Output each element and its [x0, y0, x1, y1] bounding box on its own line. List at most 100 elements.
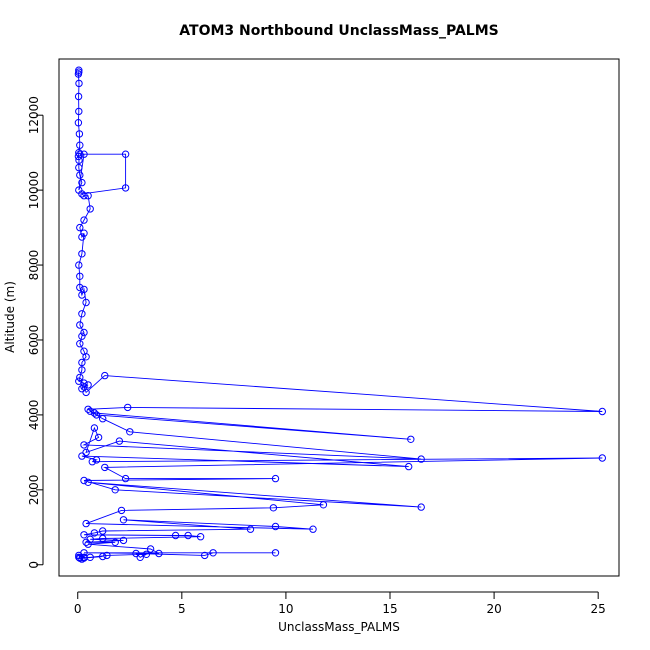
data-point — [184, 531, 192, 540]
data-point — [86, 407, 94, 415]
data-point — [84, 478, 92, 486]
data-point — [126, 428, 134, 436]
data-point — [246, 525, 255, 533]
data-point — [119, 516, 128, 524]
data-point — [76, 283, 84, 292]
y-tick-label: 6000 — [27, 325, 41, 356]
data-point — [84, 192, 92, 200]
data-point — [405, 462, 413, 471]
data-point — [271, 474, 280, 483]
data-point — [76, 373, 84, 382]
data-point — [88, 458, 97, 466]
data-point — [76, 321, 84, 329]
data-point — [78, 233, 86, 241]
data-point — [80, 441, 88, 449]
data-point — [136, 553, 144, 561]
data-point — [101, 371, 109, 380]
data-point — [271, 549, 280, 557]
data-point — [319, 501, 328, 509]
data-point — [111, 538, 119, 546]
data-point — [82, 388, 90, 397]
data-point — [196, 533, 205, 541]
data-point — [117, 506, 126, 515]
data-point — [407, 435, 415, 443]
data-point — [80, 285, 88, 294]
x-axis-label: UnclassMass_PALMS — [278, 620, 400, 634]
x-tick-label: 25 — [591, 602, 606, 616]
data-point — [82, 353, 90, 361]
data-point — [86, 205, 94, 213]
data-point — [80, 553, 88, 561]
data-point — [417, 455, 425, 463]
data-point — [75, 377, 83, 385]
data-point — [80, 229, 88, 237]
data-point — [82, 298, 90, 307]
y-tick-label: 0 — [27, 561, 41, 569]
x-tick-label: 10 — [278, 602, 293, 616]
data-point — [119, 536, 128, 545]
data-point — [74, 119, 83, 127]
data-point — [90, 409, 99, 417]
data-point — [75, 130, 84, 138]
data-point — [598, 454, 606, 462]
data-point — [78, 332, 86, 340]
data-point — [121, 150, 130, 158]
data-point — [78, 358, 86, 367]
data-point — [103, 551, 111, 560]
data-point — [76, 141, 84, 149]
y-axis: 0 2000 4000 6000 8000 10000 12000 — [27, 96, 44, 569]
data-point — [80, 531, 88, 539]
data-point — [99, 534, 107, 543]
data-point — [99, 552, 107, 561]
data-point — [80, 150, 88, 158]
data-point — [124, 403, 132, 412]
data-point — [75, 553, 83, 561]
data-point — [80, 328, 88, 337]
y-tick-label: 2000 — [27, 475, 41, 506]
x-tick-label: 5 — [178, 602, 186, 616]
y-axis-label: Altitude (m) — [3, 281, 17, 353]
data-point — [76, 272, 84, 280]
data-point — [76, 340, 84, 348]
data-point — [115, 437, 124, 445]
data-point — [84, 540, 92, 548]
data-point — [82, 519, 90, 528]
data-point — [78, 250, 86, 258]
data-point — [76, 554, 84, 562]
y-tick-label: 8000 — [27, 250, 41, 281]
data-point — [417, 503, 425, 511]
data-point — [99, 415, 107, 423]
data-point — [121, 184, 130, 192]
data-point — [598, 407, 606, 416]
data-point — [76, 171, 84, 179]
data-point — [78, 452, 86, 460]
data-point — [75, 261, 83, 269]
data-point — [269, 504, 278, 512]
data-point — [84, 381, 92, 389]
x-tick-label: 15 — [382, 602, 397, 616]
data-point — [132, 549, 140, 558]
data-point — [75, 79, 83, 88]
data-point — [90, 529, 99, 537]
data-point — [171, 531, 180, 540]
data-point — [74, 92, 83, 101]
data-point — [76, 150, 84, 158]
data-point — [80, 476, 88, 485]
data-point — [82, 448, 90, 457]
plot-frame — [58, 58, 620, 577]
data-point — [155, 549, 163, 558]
data-point — [75, 66, 83, 74]
data-point — [80, 192, 88, 200]
data-point — [80, 216, 88, 224]
data-point — [92, 456, 101, 464]
data-point — [78, 385, 86, 393]
data-point — [84, 405, 92, 413]
data-point — [76, 223, 84, 232]
x-axis: 0 5 10 15 20 25 — [74, 591, 606, 616]
data-point — [74, 70, 83, 78]
chart-title: ATOM3 Northbound UnclassMass_PALMS — [179, 23, 498, 39]
y-tick-label: 12000 — [27, 96, 41, 134]
data-point — [209, 549, 217, 557]
data-point — [309, 525, 317, 533]
data-point — [90, 424, 99, 432]
